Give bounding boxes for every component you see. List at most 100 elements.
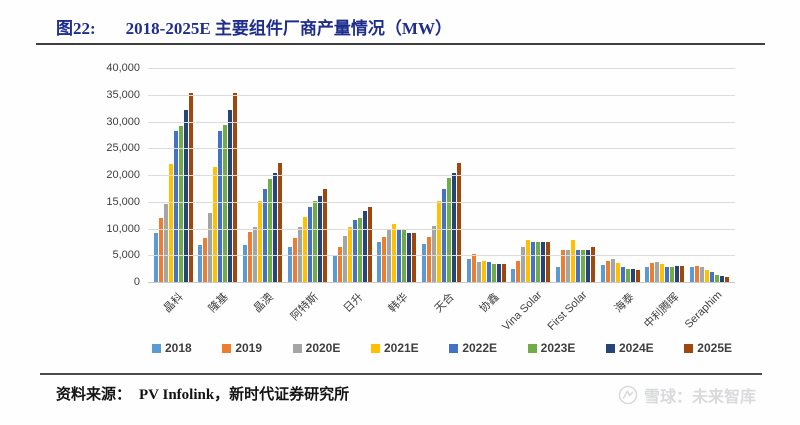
bar-2024E [451,172,456,282]
bar-2018 [466,259,471,282]
bar-2025E [412,233,417,282]
bar-2018 [421,244,426,282]
bar-2021E [392,223,397,282]
bar-2022E [307,206,312,282]
legend-label: 2025E [697,341,732,355]
bar-2022E [352,220,357,282]
bar-2025E [725,276,730,282]
bar-2018 [377,242,382,282]
bar-2021E [168,164,173,282]
bar-2021E [481,260,486,282]
bar-2018 [556,267,561,282]
legend-swatch [449,343,459,353]
legend-swatch [292,343,302,353]
bar-2025E [501,264,506,282]
gridline [148,175,735,176]
bar-2019 [516,260,521,282]
bar-2019 [695,265,700,282]
bar-2019 [605,260,610,282]
bar-2018 [243,245,248,282]
bar-2018 [332,255,337,282]
bar-group [332,206,372,282]
legend-swatch [684,343,694,353]
bar-2024E [317,195,322,282]
bar-2024E [407,233,412,282]
gridline [148,68,735,69]
bar-2021E [302,216,307,282]
y-axis-tick-label: 20,000 [106,169,140,181]
bar-2023E [491,264,496,282]
legend-item-2021E: 2021E [370,341,419,355]
bar-2019 [337,247,342,282]
legend-swatch [527,343,537,353]
y-axis-tick-label: 35,000 [106,88,140,101]
bar-2022E [620,267,625,282]
bar-2018 [645,266,650,282]
chart-legend: 2018 2019 2020E 2021E 2022E 2023E 2024E 2025E [152,341,732,355]
bar-group [511,240,551,282]
bar-2024E [228,109,233,282]
bar-2021E [571,240,576,282]
bar-2019 [292,238,297,282]
gridline [148,148,735,150]
bar-2024E [675,265,680,282]
bar-2019 [382,237,387,282]
bar-2020E [163,203,168,282]
bar-2021E [615,263,620,282]
bar-2019 [203,238,208,282]
bar-2020E [655,262,660,282]
bar-2020E [476,261,481,282]
legend-label: 2019 [235,341,263,355]
footer-rule [40,373,762,375]
bar-group [421,163,461,282]
bar-group [645,262,685,282]
y-axis-tick-label: 5,000 [112,249,140,262]
bar-2018 [287,246,292,282]
bar-group [377,223,417,282]
bar-2020E [521,247,526,282]
legend-swatch [370,343,380,353]
bar-2021E [526,240,531,282]
bar-2018 [153,233,158,282]
bar-group [690,265,730,282]
legend-swatch [152,343,161,353]
bar-2025E [456,163,461,282]
bar-2024E [630,269,635,282]
gridline [148,228,735,230]
bar-2022E [441,189,446,282]
legend-item-2019: 2019 [222,341,262,355]
bar-2022E [263,189,268,282]
bar-2025E [322,188,327,282]
bar-2022E [218,131,223,282]
bar-2024E [496,264,501,282]
y-axis-tick-label: 10,000 [106,222,140,235]
bar-2025E [233,93,238,282]
bar-2018 [600,264,605,282]
bar-2023E [581,249,586,282]
watermark: 雪球：未来智库 [618,383,756,407]
bar-2025E [278,163,283,282]
legend-item-2022E: 2022E [449,341,497,355]
legend-item-2025E: 2025E [684,341,732,355]
title-underline [36,43,765,45]
bar-2020E [700,266,705,282]
y-axis-tick-label: 0 [133,276,140,288]
bar-2021E [436,200,441,282]
bar-2019 [561,249,566,282]
plot-area [148,68,735,283]
legend-label: 2022E [462,341,498,355]
bar-2022E [173,130,178,282]
bar-2024E [273,172,278,282]
y-axis-tick-label: 40,000 [106,62,140,74]
bar-2024E [586,249,591,282]
bar-2021E [660,264,665,282]
watermark-text: 雪球：未来智库 [643,389,756,406]
bar-2019 [471,254,476,282]
legend-label: 2023E [540,341,576,355]
bar-2021E [213,166,218,282]
bar-2023E [715,274,720,282]
bar-2023E [178,125,183,282]
bar-2022E [486,262,491,282]
